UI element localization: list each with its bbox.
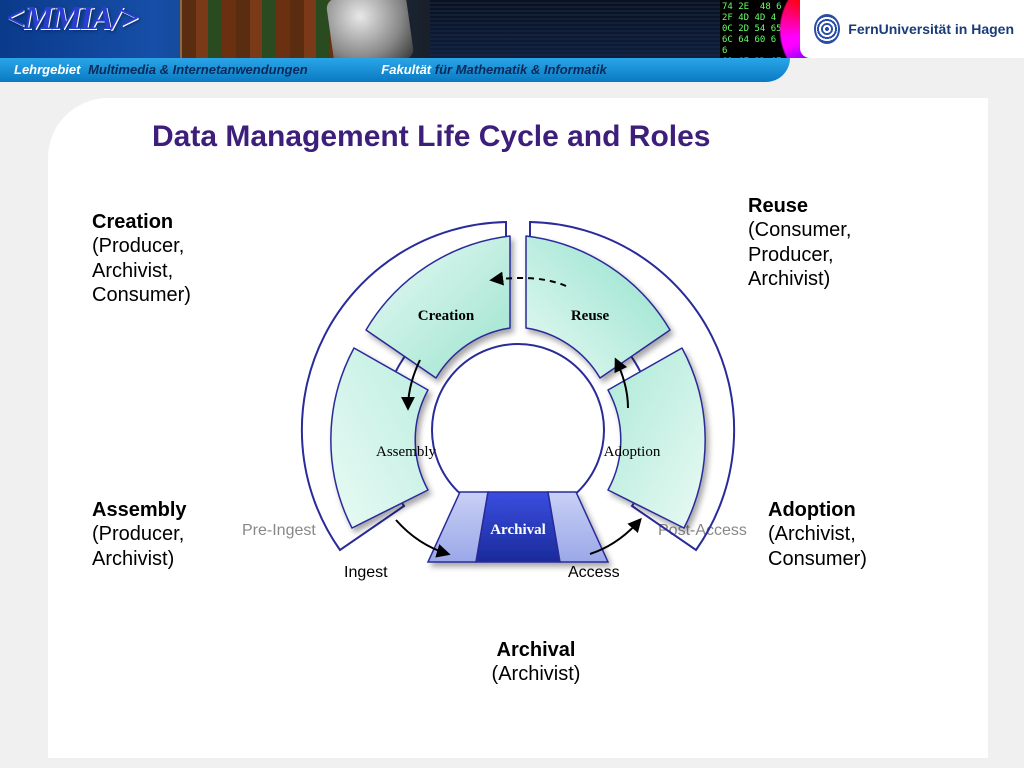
role-creation-name: Creation xyxy=(92,211,173,233)
role-creation: Creation (Producer, Archivist, Consumer) xyxy=(92,210,262,308)
segment-label-creation: Creation xyxy=(418,308,475,324)
cycle-diagram: Creation Reuse Adoption Assembly Archiva… xyxy=(278,190,758,670)
university-name: FernUniversität in Hagen xyxy=(848,22,1014,36)
role-adoption: Adoption (Archivist, Consumer) xyxy=(768,498,938,571)
header-laptop-deco xyxy=(430,0,730,58)
content-card: Data Management Life Cycle and Roles Cre… xyxy=(48,98,988,758)
header-phone-deco xyxy=(326,0,415,58)
segment-label-adoption: Adoption xyxy=(604,444,661,460)
university-badge: FernUniversität in Hagen xyxy=(800,0,1024,58)
role-creation-sub: (Producer, Archivist, Consumer) xyxy=(92,235,191,306)
role-adoption-sub: (Archivist, Consumer) xyxy=(768,523,867,569)
role-assembly-sub: (Producer, Archivist) xyxy=(92,523,184,569)
fakultaet-value: für Mathematik & Informatik xyxy=(435,62,607,77)
segment-label-assembly: Assembly xyxy=(376,444,437,460)
header-books-deco xyxy=(180,0,350,58)
lehrgebiet-label: Lehrgebiet xyxy=(14,62,80,77)
header-banner: <MMIA/> 74 2E 48 6 2F 4D 4D 4 0C 2D 54 6… xyxy=(0,0,1024,58)
segment-label-archival: Archival xyxy=(490,522,546,538)
slide-title: Data Management Life Cycle and Roles xyxy=(152,120,711,153)
role-assembly-name: Assembly xyxy=(92,499,187,521)
role-reuse: Reuse (Consumer, Producer, Archivist) xyxy=(748,194,918,292)
university-logo-icon xyxy=(814,14,840,44)
role-assembly: Assembly (Producer, Archivist) xyxy=(92,498,242,571)
role-adoption-name: Adoption xyxy=(768,499,856,521)
fakultaet-label: Fakultät xyxy=(381,62,431,77)
header-subbar: Lehrgebiet Multimedia & Internetanwendun… xyxy=(0,58,790,82)
segment-label-reuse: Reuse xyxy=(571,308,610,324)
mmia-logo: <MMIA/> xyxy=(6,2,137,36)
role-reuse-sub: (Consumer, Producer, Archivist) xyxy=(748,219,851,290)
lehrgebiet-value: Multimedia & Internetanwendungen xyxy=(88,62,308,77)
